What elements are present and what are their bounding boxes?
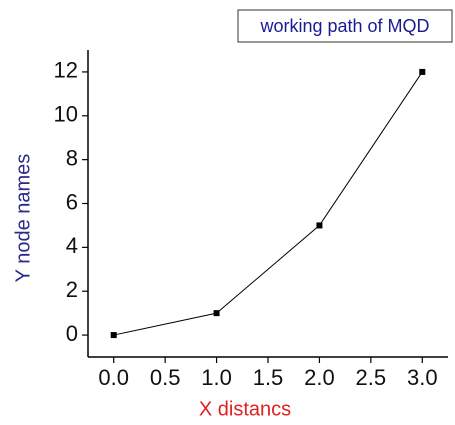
x-tick-label: 1.0 (201, 365, 232, 390)
x-tick-label: 0.0 (98, 365, 129, 390)
y-tick-label: 2 (66, 277, 78, 302)
y-tick-label: 12 (54, 58, 78, 83)
legend-box (237, 9, 453, 43)
x-tick-label: 1.5 (253, 365, 284, 390)
y-tick-label: 10 (54, 102, 78, 127)
point (213, 310, 220, 317)
series-line (113, 71, 423, 336)
y-tick-label: 8 (66, 145, 78, 170)
point (316, 222, 323, 229)
point (110, 332, 117, 339)
x-axis-label: X distancs (199, 398, 291, 420)
x-tick-label: 2.5 (356, 365, 387, 390)
y-tick-label: 0 (66, 321, 78, 346)
x-tick-label: 0.5 (150, 365, 181, 390)
y-tick-label: 6 (66, 189, 78, 214)
legend-label: working path of MQD (259, 16, 429, 36)
y-tick-label: 4 (66, 233, 78, 258)
x-tick-label: 3.0 (407, 365, 438, 390)
y-axis-label: Y node names (12, 154, 34, 283)
point (419, 68, 426, 75)
x-tick-label: 2.0 (304, 365, 335, 390)
